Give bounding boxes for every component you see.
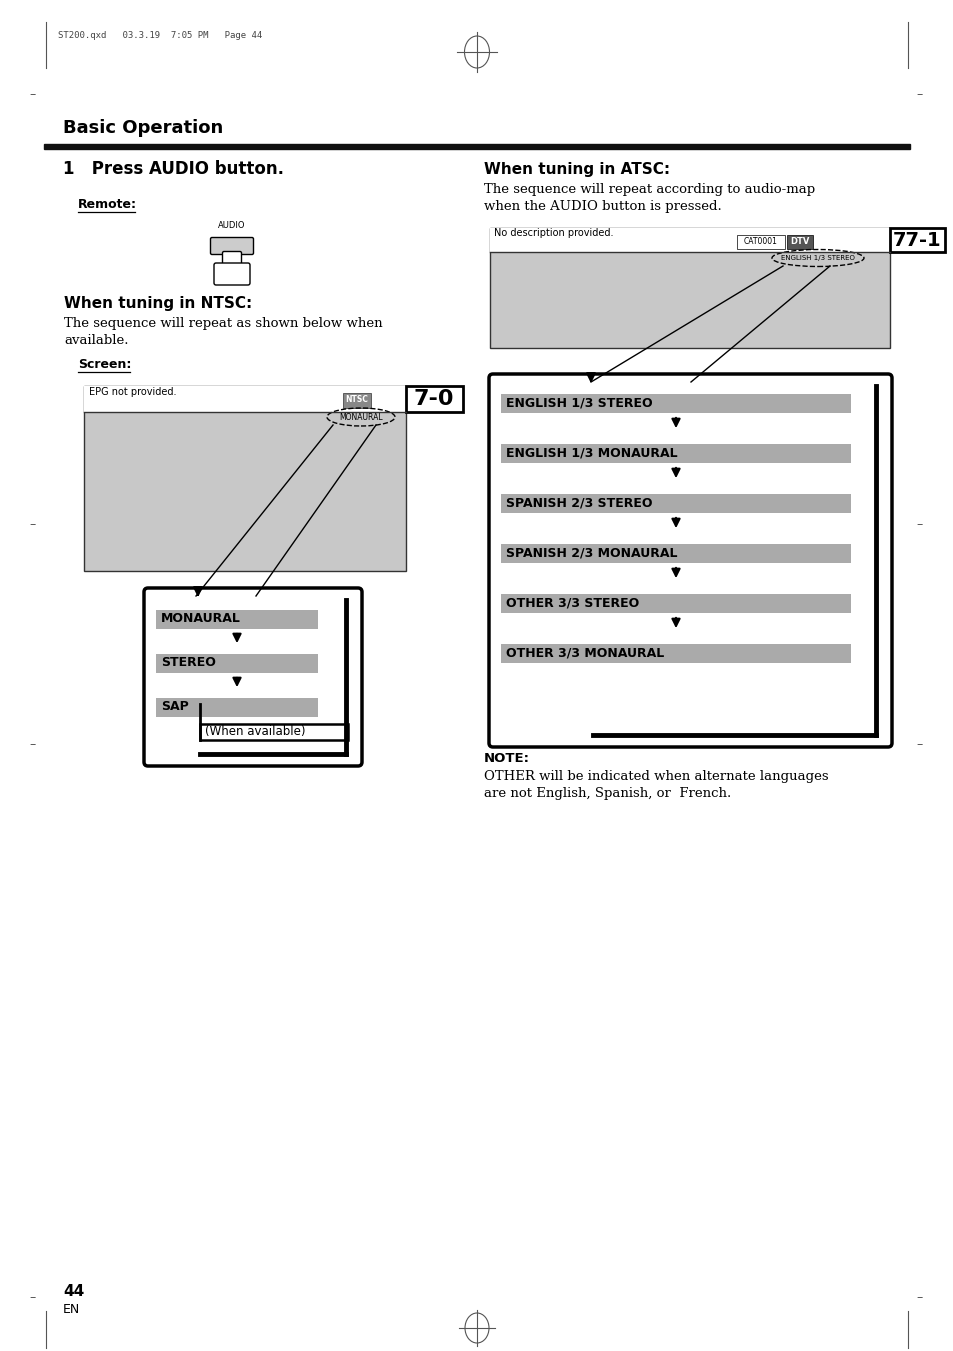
Bar <box>500 394 850 413</box>
Text: Screen:: Screen: <box>78 358 132 372</box>
Text: OTHER will be indicated when alternate languages: OTHER will be indicated when alternate l… <box>483 770 828 784</box>
Text: ENGLISH 1/3 STEREO: ENGLISH 1/3 STEREO <box>505 396 652 409</box>
Text: ENGLISH 1/3 STEREO: ENGLISH 1/3 STEREO <box>781 255 854 261</box>
Text: –: – <box>916 1292 923 1304</box>
FancyBboxPatch shape <box>213 263 250 285</box>
FancyBboxPatch shape <box>489 374 891 747</box>
Bar <box>500 594 850 613</box>
Text: 1   Press AUDIO button.: 1 Press AUDIO button. <box>63 159 284 178</box>
Text: NTSC: NTSC <box>345 396 368 404</box>
Text: EPG not provided.: EPG not provided. <box>89 386 176 397</box>
Text: 77-1: 77-1 <box>892 231 941 250</box>
Bar <box>200 724 348 740</box>
Text: MONAURAL: MONAURAL <box>161 612 240 626</box>
Bar <box>406 386 462 412</box>
Text: NOTE:: NOTE: <box>483 753 530 765</box>
Text: –: – <box>30 517 36 531</box>
Text: –: – <box>30 738 36 751</box>
Bar <box>156 611 317 630</box>
Bar <box>84 386 406 571</box>
Text: –: – <box>30 88 36 101</box>
Text: –: – <box>916 738 923 751</box>
Bar <box>156 654 317 673</box>
Text: SPANISH 2/3 STEREO: SPANISH 2/3 STEREO <box>505 497 652 509</box>
Text: 44: 44 <box>63 1283 84 1300</box>
FancyBboxPatch shape <box>222 251 241 269</box>
Text: SAP: SAP <box>161 701 189 713</box>
Text: The sequence will repeat according to audio-map: The sequence will repeat according to au… <box>483 182 814 196</box>
Text: OTHER 3/3 STEREO: OTHER 3/3 STEREO <box>505 597 639 609</box>
Bar <box>490 228 889 349</box>
Text: No description provided.: No description provided. <box>494 228 613 238</box>
Text: are not English, Spanish, or  French.: are not English, Spanish, or French. <box>483 788 731 800</box>
Text: STEREO: STEREO <box>161 657 215 670</box>
Bar <box>500 494 850 513</box>
Text: –: – <box>30 1292 36 1304</box>
Text: when the AUDIO button is pressed.: when the AUDIO button is pressed. <box>483 200 721 213</box>
Bar <box>84 386 406 412</box>
Text: Remote:: Remote: <box>78 199 137 211</box>
Bar <box>500 644 850 663</box>
Text: ST200.qxd   03.3.19  7:05 PM   Page 44: ST200.qxd 03.3.19 7:05 PM Page 44 <box>58 31 262 41</box>
Bar <box>889 228 944 253</box>
Text: OTHER 3/3 MONAURAL: OTHER 3/3 MONAURAL <box>505 647 663 659</box>
FancyBboxPatch shape <box>211 238 253 254</box>
Bar <box>737 235 784 249</box>
Bar <box>500 444 850 463</box>
FancyBboxPatch shape <box>144 588 361 766</box>
Text: MONAURAL: MONAURAL <box>339 412 382 422</box>
Text: –: – <box>916 88 923 101</box>
Text: –: – <box>916 517 923 531</box>
Bar <box>44 145 909 149</box>
Text: available.: available. <box>64 334 129 347</box>
Bar <box>156 698 317 717</box>
Text: When tuning in ATSC:: When tuning in ATSC: <box>483 162 669 177</box>
Bar <box>500 544 850 563</box>
Bar <box>343 393 371 408</box>
Text: CAT0001: CAT0001 <box>743 238 777 246</box>
Bar <box>786 235 812 249</box>
Bar <box>490 228 889 253</box>
Text: 7-0: 7-0 <box>414 389 454 409</box>
Text: ENGLISH 1/3 MONAURAL: ENGLISH 1/3 MONAURAL <box>505 446 677 459</box>
Text: EN: EN <box>63 1302 80 1316</box>
Text: When tuning in NTSC:: When tuning in NTSC: <box>64 296 252 311</box>
Text: DTV: DTV <box>789 238 809 246</box>
Text: SPANISH 2/3 MONAURAL: SPANISH 2/3 MONAURAL <box>505 547 677 559</box>
Text: Basic Operation: Basic Operation <box>63 119 223 136</box>
Text: AUDIO: AUDIO <box>218 222 246 230</box>
Text: (When available): (When available) <box>205 725 305 739</box>
Text: The sequence will repeat as shown below when: The sequence will repeat as shown below … <box>64 317 382 330</box>
